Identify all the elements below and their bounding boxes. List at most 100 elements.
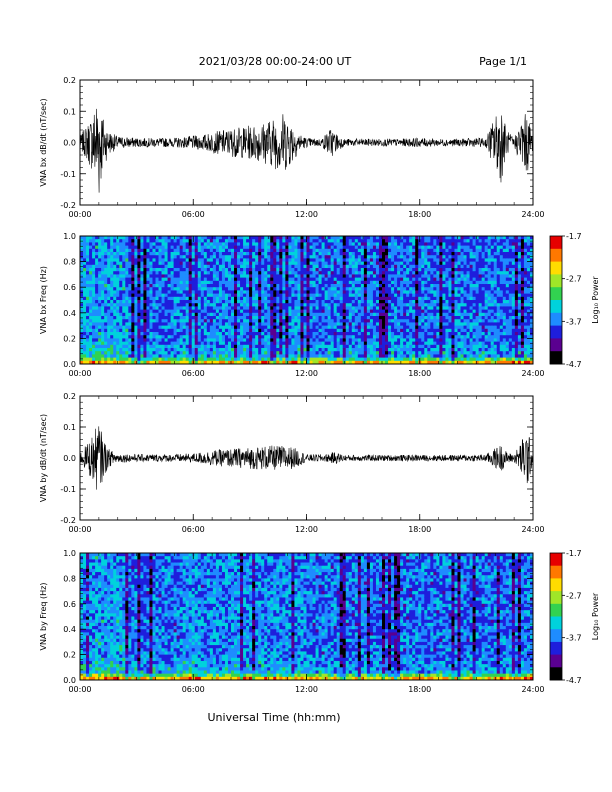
spectrogram-cell bbox=[83, 338, 87, 342]
spectrogram-cell bbox=[309, 309, 313, 314]
spectrogram-cell bbox=[243, 312, 247, 317]
spectrogram-cell bbox=[391, 252, 395, 256]
spectrogram-cell bbox=[128, 341, 132, 346]
spectrogram-cell bbox=[351, 309, 356, 314]
spectrogram-cell bbox=[330, 236, 335, 240]
spectrogram-cell bbox=[173, 306, 178, 310]
spectrogram-cell bbox=[246, 274, 250, 278]
spectrogram-cell bbox=[403, 248, 407, 253]
spectrogram-cell bbox=[267, 261, 271, 266]
spectrogram-cell bbox=[240, 236, 244, 240]
spectrogram-cell bbox=[424, 312, 428, 317]
spectrogram-cell bbox=[300, 248, 304, 253]
spectrogram-cell bbox=[221, 338, 226, 342]
spectrogram-cell bbox=[119, 360, 123, 365]
spectrogram-cell bbox=[297, 338, 301, 342]
spectrogram-cell bbox=[351, 277, 356, 282]
spectrogram-cell bbox=[80, 325, 84, 330]
spectrogram-cell bbox=[137, 255, 141, 259]
spectrogram-cell bbox=[249, 360, 253, 365]
spectrogram-cell bbox=[369, 277, 374, 282]
spectrogram-cell bbox=[243, 338, 247, 342]
spectrogram-cell bbox=[348, 316, 353, 320]
spectrogram-cell bbox=[273, 309, 277, 314]
spectrogram-cell bbox=[439, 258, 443, 262]
spectrogram-cell bbox=[116, 335, 120, 339]
spectrogram-cell bbox=[291, 319, 295, 323]
spectrogram-cell bbox=[161, 354, 165, 358]
spectrogram-cell bbox=[86, 284, 90, 288]
spectrogram-cell bbox=[330, 332, 335, 336]
spectrogram-cell bbox=[375, 322, 380, 326]
spectrogram-cell bbox=[342, 300, 347, 304]
spectrogram-cell bbox=[119, 245, 123, 250]
spectrogram-cell bbox=[270, 351, 274, 355]
spectrogram-cell bbox=[372, 248, 377, 253]
spectrogram-cell bbox=[258, 242, 262, 246]
spectrogram-cell bbox=[421, 338, 425, 342]
spectrogram-cell bbox=[215, 255, 220, 259]
spectrogram-cell bbox=[378, 290, 383, 294]
spectrogram-cell bbox=[146, 360, 150, 365]
spectrogram-cell bbox=[152, 242, 156, 246]
spectrogram-cell bbox=[258, 348, 262, 352]
spectrogram-cell bbox=[391, 360, 395, 365]
spectrogram-cell bbox=[152, 338, 156, 342]
spectrogram-cell bbox=[430, 277, 434, 282]
spectrogram-cell bbox=[221, 255, 226, 259]
spectrogram-cell bbox=[403, 277, 407, 282]
spectrogram-cell bbox=[321, 332, 326, 336]
spectrogram-cell bbox=[279, 341, 283, 346]
spectrogram-cell bbox=[110, 255, 114, 259]
spectrogram-cell bbox=[291, 284, 295, 288]
spectrogram-cell bbox=[357, 261, 362, 266]
spectrogram-cell bbox=[303, 332, 307, 336]
spectrogram-cell bbox=[285, 258, 289, 262]
spectrogram-cell bbox=[191, 335, 196, 339]
spectrogram-cell bbox=[258, 360, 262, 365]
spectrogram-cell bbox=[125, 319, 129, 323]
spectrogram-cell bbox=[255, 348, 259, 352]
spectrogram-cell bbox=[155, 293, 159, 298]
spectrogram-cell bbox=[294, 351, 298, 355]
spectrogram-cell bbox=[276, 277, 280, 282]
spectrogram-cell bbox=[385, 306, 389, 310]
spectrogram-cell bbox=[146, 322, 150, 326]
spectrogram-cell bbox=[83, 354, 87, 358]
spectrogram-cell bbox=[231, 252, 235, 256]
spectrogram-cell bbox=[436, 338, 440, 342]
spectrogram-cell bbox=[209, 296, 214, 301]
spectrogram-cell bbox=[197, 245, 202, 250]
spectrogram-cell bbox=[255, 309, 259, 314]
spectrogram-cell bbox=[185, 271, 190, 275]
spectrogram-cell bbox=[98, 258, 102, 262]
spectrogram-cell bbox=[403, 300, 407, 304]
spectrogram-cell bbox=[252, 306, 256, 310]
spectrogram-cell bbox=[261, 248, 265, 253]
plot-title: 2021/03/28 00:00-24:00 UT bbox=[199, 55, 352, 68]
spectrogram-cell bbox=[291, 264, 295, 269]
spectrogram-cell bbox=[240, 322, 244, 326]
spectrogram-cell bbox=[309, 296, 313, 301]
spectrogram-cell bbox=[137, 357, 141, 362]
spectrogram-cell bbox=[366, 280, 371, 285]
spectrogram-cell bbox=[409, 236, 413, 240]
spectrogram-cell bbox=[218, 300, 223, 304]
spectrogram-cell bbox=[267, 248, 271, 253]
spectrogram-cell bbox=[113, 293, 117, 298]
spectrogram-cell bbox=[191, 303, 196, 307]
spectrogram-cell bbox=[131, 277, 135, 282]
spectrogram-cell bbox=[107, 277, 111, 282]
spectrogram-cell bbox=[321, 357, 326, 362]
spectrogram-cell bbox=[312, 258, 316, 262]
spectrogram-cell bbox=[243, 325, 247, 330]
spectrogram-cell bbox=[221, 335, 226, 339]
spectrogram-cell bbox=[80, 335, 84, 339]
spectrogram-cell bbox=[378, 312, 383, 317]
spectrogram-cell bbox=[397, 290, 401, 294]
spectrogram-cell bbox=[255, 293, 259, 298]
spectrogram-cell bbox=[194, 268, 199, 272]
spectrogram-cell bbox=[421, 300, 425, 304]
spectrogram-cell bbox=[424, 277, 428, 282]
spectrogram-cell bbox=[436, 316, 440, 320]
